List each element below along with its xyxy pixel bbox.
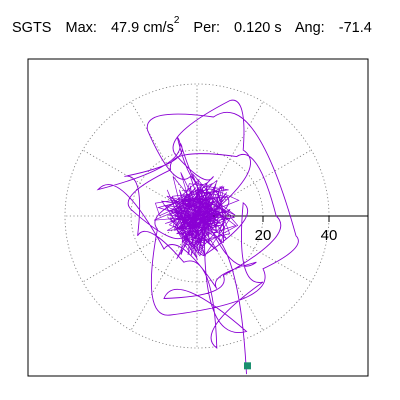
angle-label: Ang: bbox=[294, 19, 325, 36]
chart-title: SGTS Max: 47.9 cm/s2 Per: 0.120 s Ang: -… bbox=[12, 14, 382, 38]
radial-tick-label-20: 20 bbox=[255, 227, 272, 244]
station-name: SGTS bbox=[12, 19, 52, 36]
end-marker-square bbox=[243, 362, 251, 370]
trace-core bbox=[153, 172, 240, 261]
radial-tick-label-40: 40 bbox=[321, 227, 338, 244]
tick-labels: 20 40 bbox=[255, 227, 338, 244]
plot-frame bbox=[27, 58, 369, 377]
max-label: Max: bbox=[65, 19, 97, 36]
grid-spoke-300 bbox=[196, 215, 264, 331]
radial-axis bbox=[197, 215, 368, 222]
motion-trace bbox=[96, 99, 299, 375]
period-label: Per: bbox=[193, 19, 221, 36]
angle-value: -71.4 bbox=[338, 19, 372, 36]
period-value: 0.120 s bbox=[234, 19, 282, 36]
end-marker bbox=[243, 362, 251, 370]
grid-spoke-150 bbox=[82, 149, 198, 217]
max-exponent: 2 bbox=[173, 15, 180, 26]
grid-spoke-210 bbox=[82, 215, 198, 283]
max-value: 47.9 cm/s2 bbox=[110, 15, 180, 36]
